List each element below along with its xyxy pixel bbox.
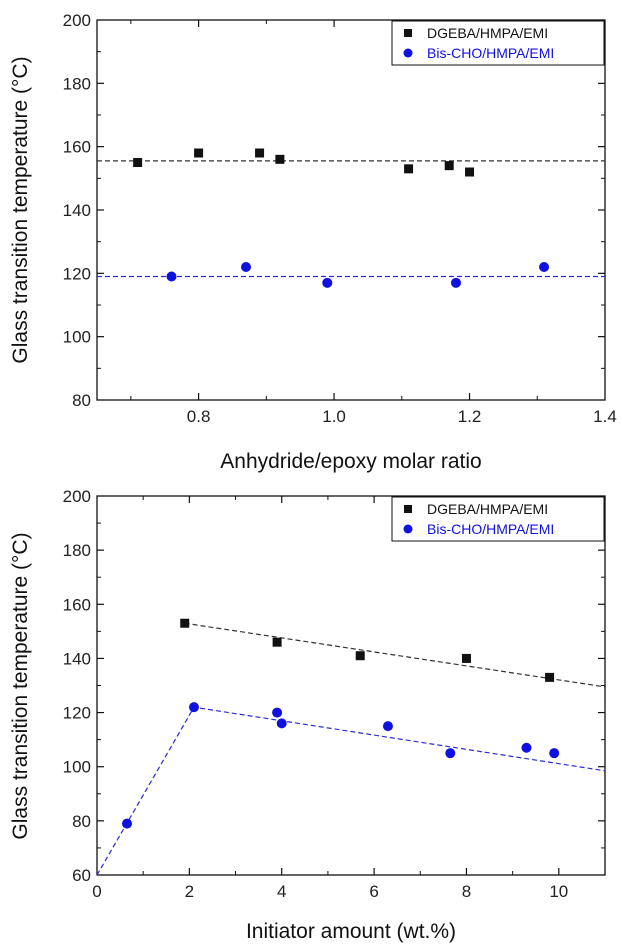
legend: DGEBA/HMPA/EMI Bis-CHO/HMPA/EMI	[391, 496, 605, 542]
x-tick-label: 0	[92, 882, 101, 901]
data-point-dgeba	[275, 154, 285, 164]
legend-label: DGEBA/HMPA/EMI	[427, 501, 548, 517]
data-point-bis-cho	[539, 262, 550, 272]
x-axis-label: Initiator amount (wt.%)	[246, 920, 456, 943]
data-point-bis-cho	[276, 718, 287, 729]
plot-frame	[96, 19, 606, 401]
data-point-dgeba	[255, 148, 265, 158]
data-point-bis-cho	[241, 262, 252, 272]
data-point-bis-cho	[382, 721, 393, 732]
legend-box	[391, 496, 605, 542]
data-point-dgeba	[180, 618, 190, 628]
data-point-bis-cho	[166, 271, 177, 282]
plot-frame	[96, 495, 606, 876]
legend: DGEBA/HMPA/EMI Bis-CHO/HMPA/EMI	[391, 20, 605, 66]
y-tick-label: 160	[63, 595, 91, 614]
data-point-dgeba	[465, 167, 475, 177]
chart-bottom: 0 2 4 6 8 10 60 80 100 120 140 160 180 200 DGEBA/HMPA…	[9, 487, 606, 943]
x-tick-label: 1.2	[458, 407, 482, 426]
legend-label: DGEBA/HMPA/EMI	[427, 25, 548, 41]
y-tick-label: 200	[63, 487, 91, 506]
data-point-dgeba	[404, 164, 414, 174]
fit-line-dgeba	[184, 622, 606, 688]
legend-marker-square	[404, 29, 412, 37]
data-point-bis-cho	[445, 748, 456, 759]
x-tick-label: 10	[549, 882, 568, 901]
data-point-dgeba	[545, 672, 555, 682]
y-tick-label: 60	[72, 866, 91, 885]
x-tick-label: 0.8	[187, 407, 211, 426]
x-tick-label: 2	[185, 882, 194, 901]
y-tick-label: 80	[72, 812, 91, 831]
y-tick-label: 100	[63, 328, 91, 347]
data-point-dgeba	[355, 651, 365, 661]
y-tick-label: 140	[63, 201, 91, 220]
x-tick-label: 6	[369, 882, 378, 901]
fit-line-bis-cho	[96, 706, 606, 876]
y-axis-label: Glass transition temperature (°C)	[9, 56, 32, 363]
legend-label: Bis-CHO/HMPA/EMI	[427, 45, 554, 61]
data-point-bis-cho	[450, 277, 461, 288]
legend-marker-square	[404, 505, 412, 513]
y-axis-label: Glass transition temperature (°C)	[9, 532, 32, 839]
data-point-bis-cho	[272, 707, 283, 718]
y-tick-label: 180	[63, 74, 91, 93]
x-tick-label: 1.0	[322, 407, 346, 426]
data-point-bis-cho	[188, 702, 199, 713]
data-point-bis-cho	[322, 277, 333, 288]
legend-label: Bis-CHO/HMPA/EMI	[427, 521, 554, 537]
data-point-dgeba	[194, 148, 204, 158]
x-axis-label: Anhydride/epoxy molar ratio	[220, 450, 481, 473]
legend-marker-circle	[403, 48, 413, 58]
data-point-bis-cho	[521, 742, 532, 753]
data-point-dgeba	[444, 161, 454, 171]
y-tick-label: 120	[63, 704, 91, 723]
x-tick-label: 8	[462, 882, 471, 901]
data-point-bis-cho	[549, 748, 560, 759]
x-tick-label: 1.4	[593, 407, 617, 426]
data-point-bis-cho	[122, 818, 133, 829]
y-tick-label: 120	[63, 264, 91, 283]
y-tick-label: 180	[63, 541, 91, 560]
y-tick-label: 200	[63, 11, 91, 30]
y-tick-label: 100	[63, 758, 91, 777]
chart-top: 0.8 1.0 1.2 1.4 80 100 120 140 160 180 200 DGEBA/H…	[9, 11, 617, 473]
data-point-dgeba	[133, 158, 143, 167]
y-tick-label: 160	[63, 138, 91, 157]
legend-box	[391, 20, 605, 66]
x-tick-label: 4	[277, 882, 286, 901]
legend-marker-circle	[403, 524, 413, 534]
data-point-dgeba	[461, 653, 471, 663]
data-point-dgeba	[272, 637, 282, 647]
y-tick-label: 140	[63, 649, 91, 668]
y-tick-label: 80	[72, 391, 91, 410]
